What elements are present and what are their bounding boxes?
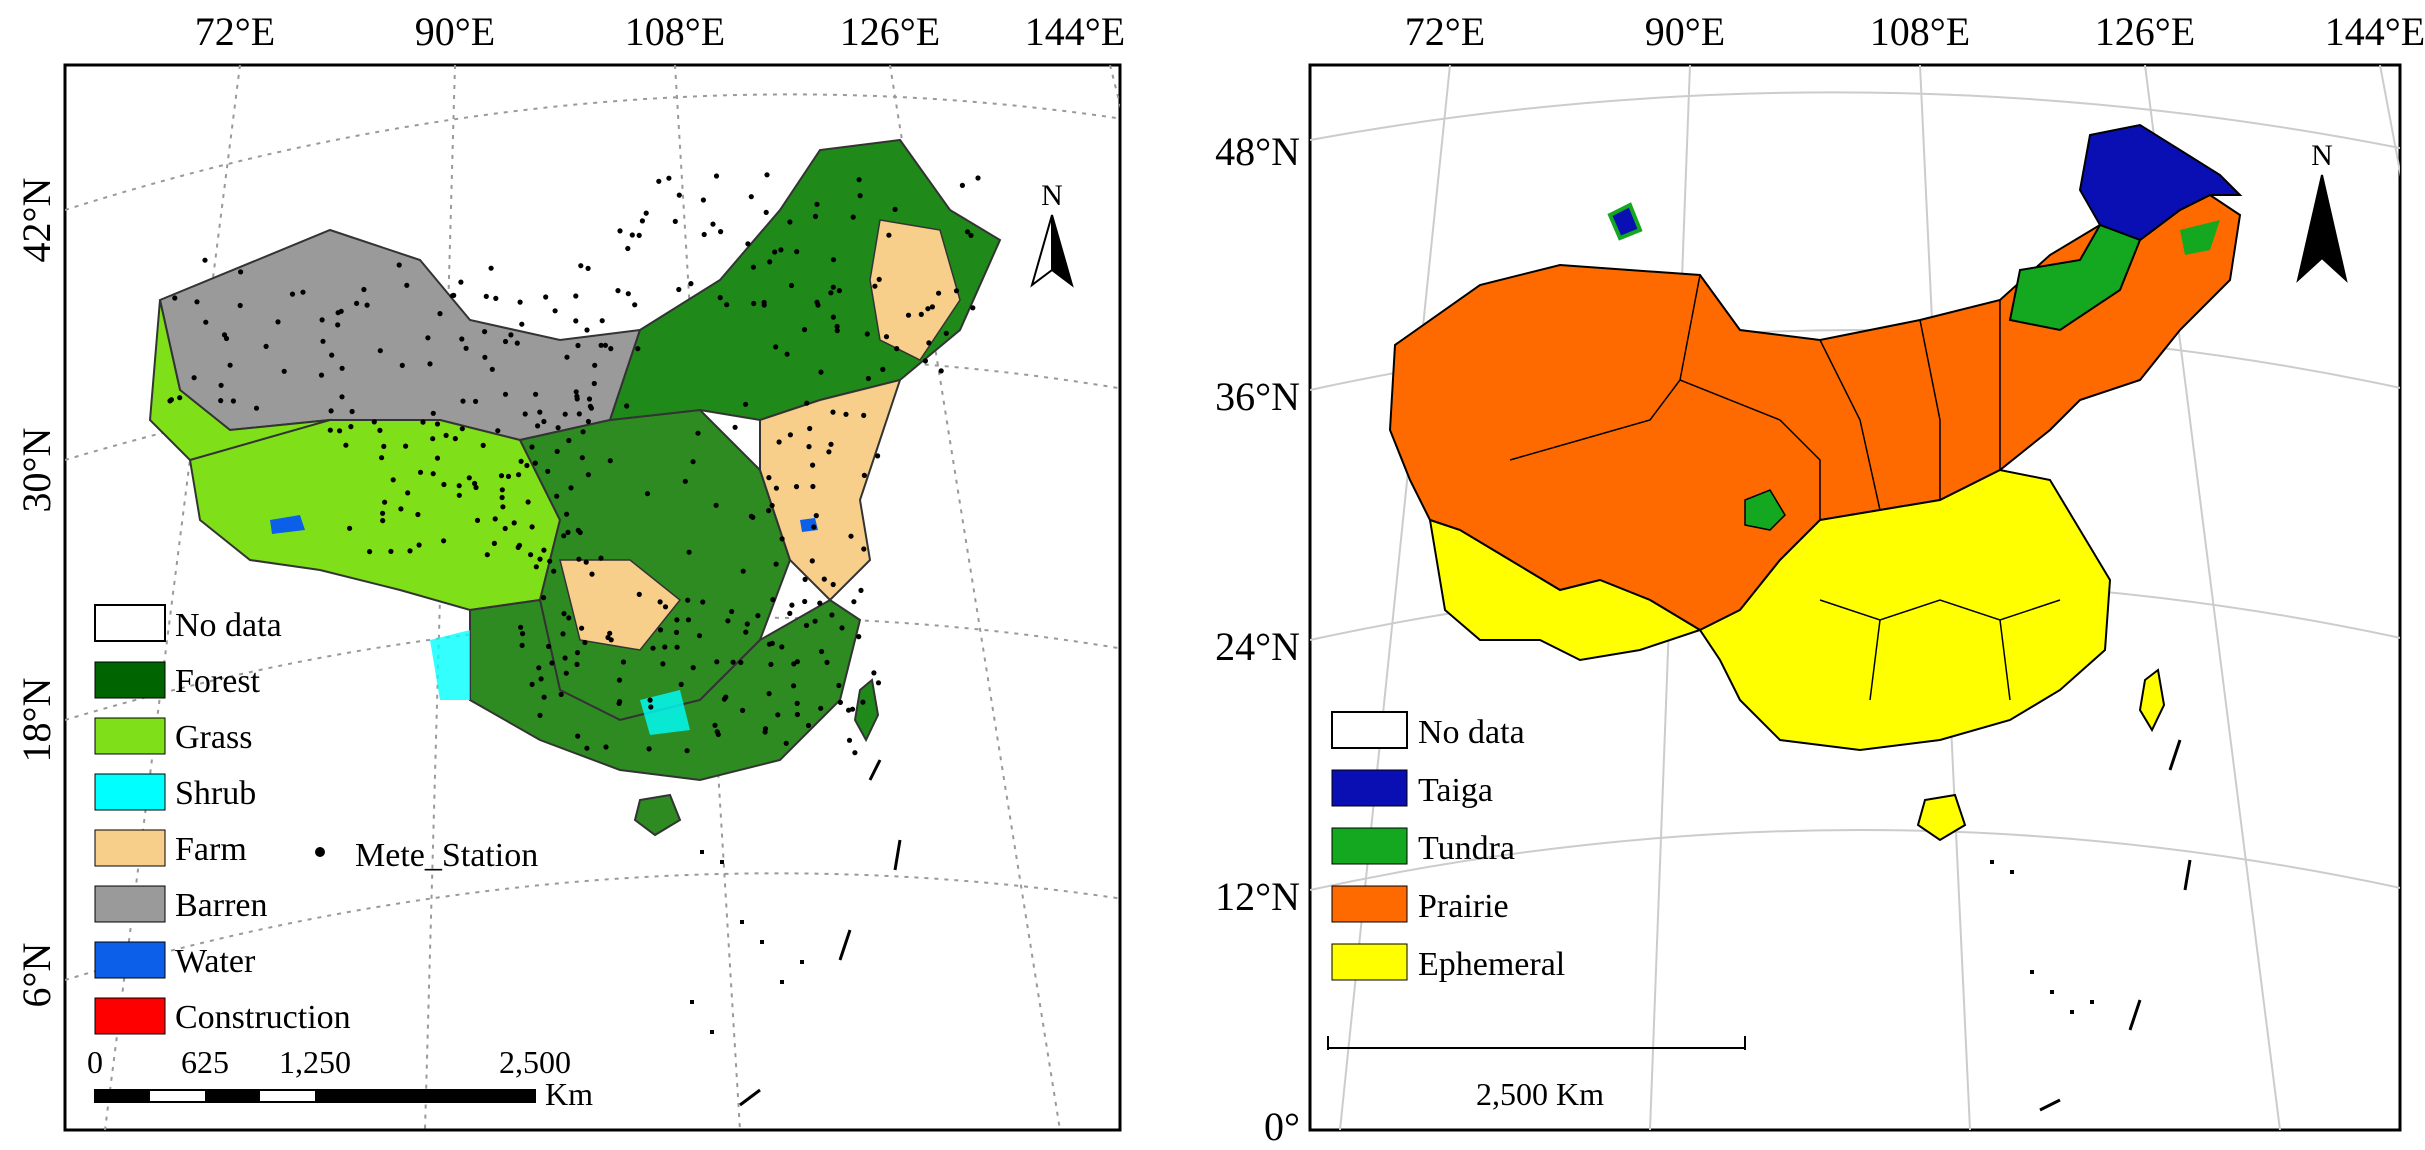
lat-label-30n: 30°N xyxy=(14,428,59,513)
lat-label-18n: 18°N xyxy=(14,678,59,763)
legend-swatch-taiga xyxy=(1331,769,1408,807)
svg-text:1,250: 1,250 xyxy=(279,1044,351,1080)
lat-label-48n: 48°N xyxy=(1215,129,1300,174)
climate-zone-map: 72°E 90°E 108°E 126°E 144°E 48°N 36°N 24… xyxy=(1215,9,2425,1149)
lat-label-24n: 24°N xyxy=(1215,624,1300,669)
legend-label: Farm xyxy=(175,831,247,868)
lon-label-126e: 126°E xyxy=(2095,9,2195,54)
legend-label: Construction xyxy=(175,999,351,1036)
lon-label-72e: 72°E xyxy=(195,9,275,54)
lon-label-126e: 126°E xyxy=(840,9,940,54)
legend-label: No data xyxy=(1418,714,1525,751)
legend-label: Prairie xyxy=(1418,888,1509,925)
lon-label-90e: 90°E xyxy=(1645,9,1725,54)
station-legend-label: Mete_Station xyxy=(355,837,538,874)
legend-swatch-forest xyxy=(94,661,166,699)
land-cover-map: 72°E 90°E 108°E 126°E 144°E 42°N 30°N 18… xyxy=(14,9,1125,1132)
legend-swatch-ephemeral xyxy=(1331,943,1408,981)
legend-swatch-prairie xyxy=(1331,885,1408,923)
scale-bar: 2,500 Km xyxy=(1327,1036,1746,1112)
station-legend-dot xyxy=(315,847,325,857)
legend-label: Taiga xyxy=(1418,772,1493,809)
north-arrow-icon: N xyxy=(1030,179,1074,288)
china-climate-zones xyxy=(1388,123,2243,1112)
lon-label-90e: 90°E xyxy=(415,9,495,54)
svg-text:Km: Km xyxy=(545,1076,593,1112)
legend-label: Ephemeral xyxy=(1418,946,1565,983)
legend: No data Forest Grass Shrub Farm Barren W… xyxy=(94,604,538,1036)
legend-swatch-water xyxy=(94,941,166,979)
legend-swatch-tundra xyxy=(1331,827,1408,865)
svg-text:2,500: 2,500 xyxy=(499,1044,571,1080)
legend-swatch-farm xyxy=(94,829,166,867)
legend-label: Grass xyxy=(175,719,252,756)
svg-text:625: 625 xyxy=(181,1044,229,1080)
lon-label-72e: 72°E xyxy=(1405,9,1485,54)
legend-label: No data xyxy=(175,607,282,644)
legend-swatch-no-data xyxy=(94,604,166,642)
lon-label-144e: 144°E xyxy=(2325,9,2425,54)
legend-label: Barren xyxy=(175,887,268,924)
land-cover-map-panel: 72°E 90°E 108°E 126°E 144°E 42°N 30°N 18… xyxy=(0,0,1140,1150)
lat-label-0: 0° xyxy=(1264,1104,1300,1149)
svg-text:N: N xyxy=(1041,179,1063,212)
north-arrow-icon: N xyxy=(2296,139,2348,283)
legend: No data Taiga Tundra Prairie Ephemeral xyxy=(1331,711,1565,983)
svg-text:2,500 Km: 2,500 Km xyxy=(1476,1076,1604,1112)
scale-bar: 0 625 1,250 2,500 Km xyxy=(87,1044,593,1112)
lat-label-36n: 36°N xyxy=(1215,374,1300,419)
svg-text:0: 0 xyxy=(87,1044,103,1080)
svg-text:N: N xyxy=(2311,139,2333,172)
legend-label: Forest xyxy=(175,663,261,700)
legend-swatch-no-data xyxy=(1331,711,1408,749)
legend-swatch-shrub xyxy=(94,773,166,811)
legend-swatch-grass xyxy=(94,717,166,755)
lon-label-144e: 144°E xyxy=(1025,9,1125,54)
legend-label: Shrub xyxy=(175,775,256,812)
lon-label-108e: 108°E xyxy=(1870,9,1970,54)
lat-label-42n: 42°N xyxy=(14,178,59,263)
station-dots xyxy=(167,172,981,756)
lat-label-6n: 6°N xyxy=(14,943,59,1008)
china-land-cover xyxy=(148,138,1002,1107)
legend-swatch-construction xyxy=(94,997,166,1035)
legend-label: Water xyxy=(175,943,256,980)
legend-swatch-barren xyxy=(94,885,166,923)
lat-label-12n: 12°N xyxy=(1215,874,1300,919)
lon-label-108e: 108°E xyxy=(625,9,725,54)
legend-label: Tundra xyxy=(1418,830,1515,867)
climate-zone-map-panel: 72°E 90°E 108°E 126°E 144°E 48°N 36°N 24… xyxy=(1180,0,2425,1150)
